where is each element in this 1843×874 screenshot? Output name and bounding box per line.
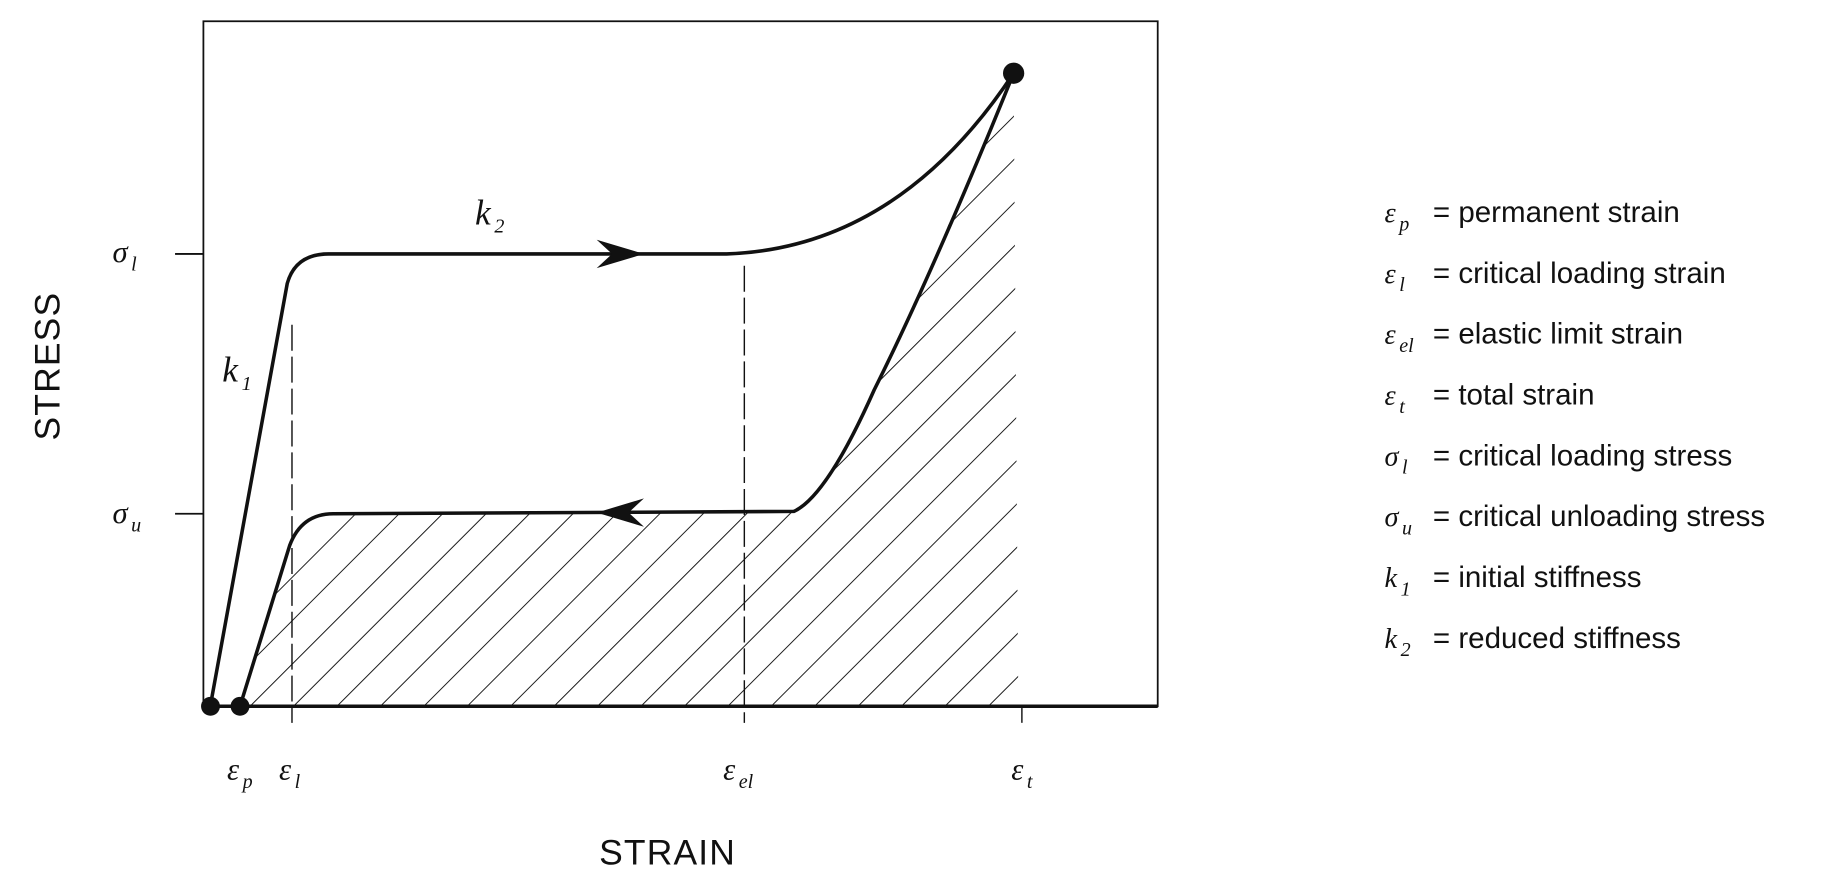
subscript: u xyxy=(131,514,141,536)
x-tick-label: ε el xyxy=(723,753,754,793)
point xyxy=(1002,62,1025,84)
symbol: ε xyxy=(1384,381,1396,412)
arrow xyxy=(596,239,644,269)
symbol: ε xyxy=(1384,259,1396,290)
point xyxy=(201,696,220,716)
symbol: ε xyxy=(1011,753,1024,787)
legend-text: = permanent strain xyxy=(1433,196,1680,229)
symbol: σ xyxy=(112,496,129,530)
loading-curve xyxy=(208,72,1016,706)
subscript: p xyxy=(241,771,253,793)
subscript: l xyxy=(131,253,137,275)
subscript: el xyxy=(739,771,754,793)
legend-text: = reduced stiffness xyxy=(1433,622,1681,655)
symbol: k xyxy=(1384,563,1397,594)
legend-text: = initial stiffness xyxy=(1433,561,1642,594)
symbol: k xyxy=(222,349,239,389)
symbol: σ xyxy=(112,235,129,269)
subscript: l xyxy=(1402,457,1408,479)
subscript: t xyxy=(1399,396,1405,418)
symbol: ε xyxy=(279,753,292,787)
symbol: k xyxy=(475,192,492,232)
subscript: 2 xyxy=(1401,639,1411,661)
symbol: σ xyxy=(1384,502,1399,533)
subscript: el xyxy=(1399,335,1414,357)
legend-text: = critical loading stress xyxy=(1433,439,1732,472)
subscript: 2 xyxy=(494,216,504,238)
unloading-curve xyxy=(238,72,1016,707)
hatched-area xyxy=(240,73,1019,707)
symbol: k xyxy=(1384,624,1397,655)
subscript: u xyxy=(1402,517,1412,539)
symbol: ε xyxy=(1384,198,1396,229)
subscript: p xyxy=(1397,213,1409,235)
subscript: l xyxy=(1399,274,1405,296)
x-axis-label: STRAIN xyxy=(599,833,736,873)
point xyxy=(230,696,250,716)
legend-text: = elastic limit strain xyxy=(1433,318,1683,351)
legend-text: = total strain xyxy=(1433,379,1595,412)
symbol: ε xyxy=(1384,320,1396,351)
symbol: ε xyxy=(723,753,736,787)
subscript: 1 xyxy=(1401,578,1411,600)
legend-text: = critical loading strain xyxy=(1433,257,1726,290)
subscript: t xyxy=(1027,771,1033,793)
arrow xyxy=(596,498,644,527)
symbol: ε xyxy=(227,753,240,787)
subscript: 1 xyxy=(242,373,252,395)
y-axis-label: STRESS xyxy=(27,292,67,441)
subscript: l xyxy=(295,771,301,793)
legend-text: = critical unloading stress xyxy=(1433,500,1765,533)
symbol: σ xyxy=(1384,441,1399,472)
legend-symbol: ε el xyxy=(1384,320,1414,357)
